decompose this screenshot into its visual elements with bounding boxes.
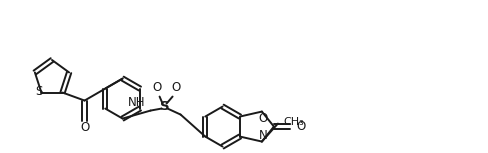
Text: O: O [80,121,89,134]
Text: CH₃: CH₃ [283,117,303,127]
Text: NH: NH [127,96,145,109]
Text: O: O [295,120,305,133]
Text: O: O [258,112,267,125]
Text: S: S [160,100,169,113]
Text: O: O [171,81,180,94]
Text: N: N [258,129,267,142]
Text: S: S [36,85,43,98]
Text: O: O [152,81,161,94]
